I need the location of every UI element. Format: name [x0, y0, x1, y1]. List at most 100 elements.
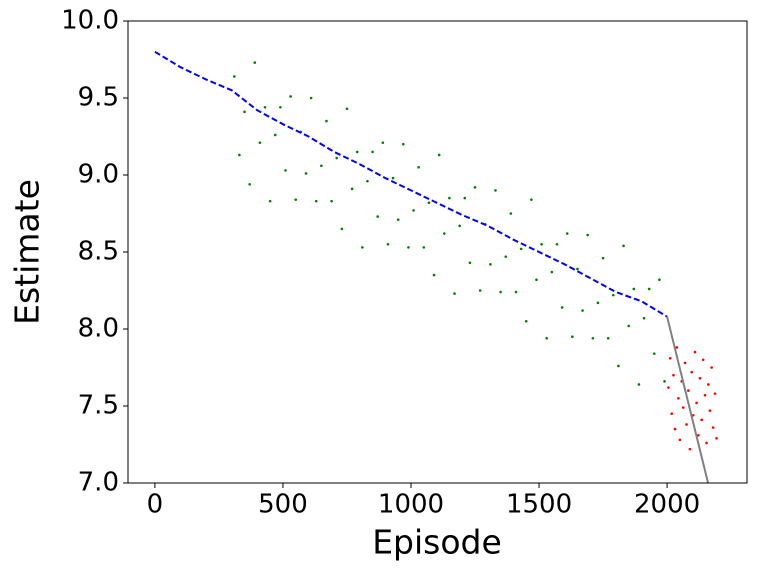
point: [442, 232, 446, 235]
point: [703, 393, 707, 397]
point: [340, 227, 344, 231]
point: [690, 370, 693, 374]
point: [463, 196, 467, 200]
x-axis-label: Episode: [372, 523, 502, 562]
point: [330, 199, 333, 203]
point: [345, 107, 349, 111]
point: [268, 199, 272, 203]
point: [335, 156, 339, 160]
point: [707, 383, 710, 386]
point: [713, 392, 717, 395]
point: [601, 256, 605, 260]
point: [279, 105, 282, 109]
point: [273, 133, 277, 137]
point: [509, 212, 513, 215]
point: [473, 186, 477, 189]
point: [677, 397, 680, 400]
x-tick-label: 500: [258, 490, 308, 520]
point: [596, 301, 600, 305]
point: [478, 289, 482, 292]
x-tick-label: 1500: [506, 490, 572, 520]
point: [658, 278, 661, 282]
point: [309, 96, 313, 100]
point: [432, 273, 436, 277]
point: [314, 199, 318, 203]
point: [710, 366, 713, 369]
point: [524, 320, 528, 323]
point: [715, 437, 718, 440]
y-tick-label: 7.0: [78, 468, 119, 498]
x-tick-label: 0: [147, 490, 164, 520]
y-tick-label: 9.0: [78, 160, 119, 190]
point: [407, 246, 410, 249]
point: [687, 389, 690, 392]
point: [263, 105, 267, 109]
point: [550, 270, 554, 274]
x-tick-label: 1000: [378, 490, 444, 520]
point: [514, 290, 518, 294]
point: [675, 346, 679, 349]
point: [708, 409, 712, 412]
y-tick-label: 10.0: [61, 6, 119, 36]
plot-area: [154, 50, 718, 483]
point: [396, 218, 400, 221]
point: [571, 335, 574, 339]
point: [437, 153, 441, 157]
point: [678, 438, 682, 442]
point: [667, 386, 670, 389]
point: [622, 244, 625, 248]
point: [350, 187, 354, 191]
y-axis-label: Estimate: [8, 179, 47, 325]
point: [448, 196, 451, 200]
point: [591, 336, 595, 340]
point: [701, 358, 705, 362]
point: [560, 306, 564, 309]
y-tick-label: 9.5: [78, 83, 119, 113]
point: [711, 426, 715, 429]
axes-frame: [127, 20, 748, 484]
point: [565, 232, 569, 235]
point: [681, 406, 685, 409]
point: [381, 141, 385, 144]
point: [489, 263, 492, 266]
point: [494, 189, 497, 192]
point: [647, 287, 651, 291]
point: [685, 423, 688, 426]
point: [391, 176, 395, 180]
point: [289, 95, 292, 98]
point: [294, 198, 298, 201]
point: [632, 287, 636, 291]
point: [606, 336, 610, 340]
point: [232, 75, 236, 78]
point: [253, 61, 257, 64]
point: [695, 401, 698, 405]
point: [325, 119, 328, 123]
point: [627, 324, 630, 328]
point: [417, 166, 420, 169]
point: [545, 336, 549, 340]
point: [663, 380, 666, 383]
line: [154, 50, 668, 318]
point: [386, 243, 390, 246]
point: [672, 373, 675, 377]
point: [499, 290, 502, 294]
point: [540, 243, 543, 246]
point: [422, 246, 426, 249]
point: [652, 352, 656, 355]
point: [366, 179, 369, 183]
point: [519, 247, 523, 251]
point: [355, 150, 359, 154]
point: [693, 350, 697, 354]
point: [642, 316, 646, 320]
point: [581, 309, 584, 312]
point: [238, 153, 241, 157]
point: [668, 356, 672, 360]
point: [586, 233, 590, 237]
point: [673, 427, 677, 431]
point: [361, 246, 364, 249]
point: [453, 292, 456, 295]
point: [258, 141, 262, 144]
point: [402, 142, 405, 146]
point: [705, 441, 708, 445]
